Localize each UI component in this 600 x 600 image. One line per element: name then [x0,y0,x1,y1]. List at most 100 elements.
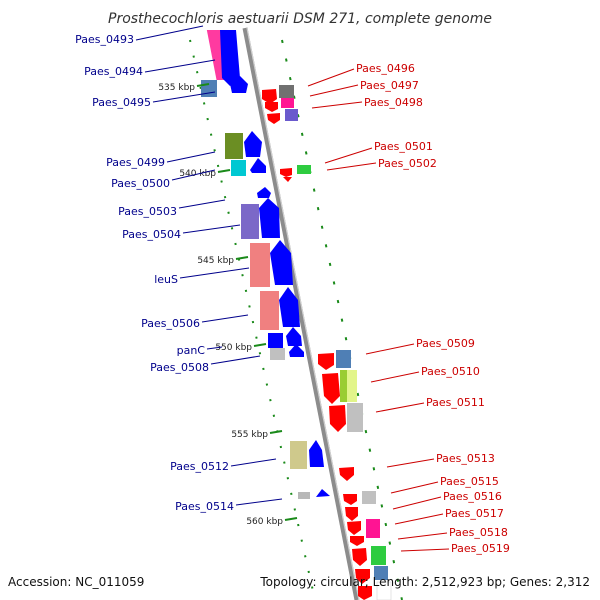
scale-label-550: 550 kbp [215,343,252,353]
gene-label-0494[interactable]: Paes_0494 [84,65,143,78]
gene-label-0515[interactable]: Paes_0515 [440,475,499,488]
leader-0504 [182,224,241,234]
gene-label-0502[interactable]: Paes_0502 [378,157,437,170]
gene-arrow-0521[interactable] [358,586,372,600]
gene-label-0493[interactable]: Paes_0493 [75,33,134,46]
gene-label-0504[interactable]: Paes_0504 [122,228,181,241]
gene-arrow-0506[interactable] [279,287,300,327]
leader-0498 [311,101,363,109]
leader-0499 [166,151,216,163]
gene-label-0518[interactable]: Paes_0518 [449,526,508,539]
gene-label-0499[interactable]: Paes_0499 [106,156,165,169]
gene-arrow-0519[interactable] [352,548,367,566]
gene-arrow-0510[interactable] [322,373,340,404]
gene-label-0506[interactable]: Paes_0506 [141,317,200,330]
scale-label-545: 545 kbp [197,256,234,266]
gene-arrow-0513[interactable] [339,467,354,481]
leader-0513 [386,458,435,468]
cog-box-0510b [347,370,357,402]
gene-label-0511[interactable]: Paes_0511 [426,396,485,409]
gene-arrow-0501f[interactable] [257,187,271,198]
accession-text: Accession: NC_011059 [8,575,144,589]
leader-0516 [392,496,442,510]
cog-box-0511 [347,403,363,432]
gene-label-0495[interactable]: Paes_0495 [92,96,151,109]
gene-arrow-0516[interactable] [345,507,358,521]
gene-arrow-leus[interactable] [270,240,293,285]
gene-box-panc[interactable] [268,333,283,348]
leader-0501 [324,147,373,164]
cog-box-0517 [366,519,380,538]
leader-0502 [326,162,377,171]
leader-0517 [394,513,444,525]
gene-arrow-0517[interactable] [347,521,361,535]
gene-arrow-0509[interactable] [318,353,334,370]
leader-0509 [365,343,415,355]
scale-tick-540 [217,169,231,173]
scale-tick-560 [284,517,298,521]
gene-arrow-0514[interactable] [316,489,330,497]
gene-arrow-0496[interactable] [262,89,277,104]
gene-label-0513[interactable]: Paes_0513 [436,452,495,465]
gene-label-0510[interactable]: Paes_0510 [421,365,480,378]
gene-label-0500[interactable]: Paes_0500 [111,177,170,190]
gene-arrow-0511[interactable] [329,405,346,432]
gene-label-0509[interactable]: Paes_0509 [416,337,475,350]
gene-label-0501[interactable]: Paes_0501 [374,140,433,153]
leader-0514 [235,498,283,506]
gene-arrow-0501[interactable] [280,168,292,177]
gene-label-0496[interactable]: Paes_0496 [356,62,415,75]
gene-label-0512[interactable]: Paes_0512 [170,460,229,473]
gene-arrow-0498[interactable] [267,113,280,124]
gene-label-0497[interactable]: Paes_0497 [360,79,419,92]
gene-arrow-0499[interactable] [244,131,262,157]
gene-label-0503[interactable]: Paes_0503 [118,205,177,218]
leader-0506 [201,314,249,323]
leader-panc [206,346,223,350]
gene-arrow-0512[interactable] [309,440,324,467]
gene-arrow-0497[interactable] [265,102,278,112]
gene-label-0517[interactable]: Paes_0517 [445,507,504,520]
gene-arrow-0494[interactable] [220,30,240,86]
scale-label-560: 560 kbp [246,517,283,527]
gene-label-0514[interactable]: Paes_0514 [175,500,234,513]
gene-arrow-0495[interactable] [230,76,248,93]
cog-box-leus [250,243,270,287]
gene-arrow-0518[interactable] [350,536,364,546]
gene-label-panc[interactable]: panC [177,344,206,357]
scale-tick-555 [269,430,283,434]
leader-0508 [210,355,261,365]
leader-0495 [152,91,216,103]
gene-label-0519[interactable]: Paes_0519 [451,542,510,555]
gene-label-0498[interactable]: Paes_0498 [364,96,423,109]
cog-box-0503 [241,204,259,239]
gene-arrow-0520[interactable] [355,569,370,584]
cog-box-0520 [374,566,388,580]
cog-box-0519 [371,546,386,565]
cog-box-0499 [225,133,243,159]
gene-label-leus[interactable]: leuS [154,273,178,286]
gene-arrow-0508[interactable] [289,344,304,357]
gene-arrow-0504[interactable] [259,198,280,238]
genome-summary-text: Topology: circular; Length: 2,512,923 bp… [259,575,590,589]
cog-box-0495 [201,80,217,97]
left-gene-labels: Paes_0493 Paes_0494 Paes_0495 Paes_0499 … [75,25,283,513]
leader-0500 [171,169,216,181]
leader-0512 [230,458,277,467]
leader-0510 [370,371,420,383]
gene-arrow-panc[interactable] [286,327,302,346]
scale-label-555: 555 kbp [231,430,268,440]
leader-0497 [309,84,359,97]
leader-0496 [307,68,355,87]
scale-label-535: 535 kbp [158,83,195,93]
cog-box-0506 [260,291,279,330]
genome-backbone [242,27,360,600]
gene-label-0516[interactable]: Paes_0516 [443,490,502,503]
gene-arrow-0515[interactable] [343,494,357,505]
gene-arrow-0500[interactable] [250,158,266,173]
leader-0493 [135,25,204,41]
right-tick-guide [281,39,403,600]
gene-arrow-0502[interactable] [283,177,292,182]
cog-box-0502 [297,165,311,174]
gene-label-0508[interactable]: Paes_0508 [150,361,209,374]
